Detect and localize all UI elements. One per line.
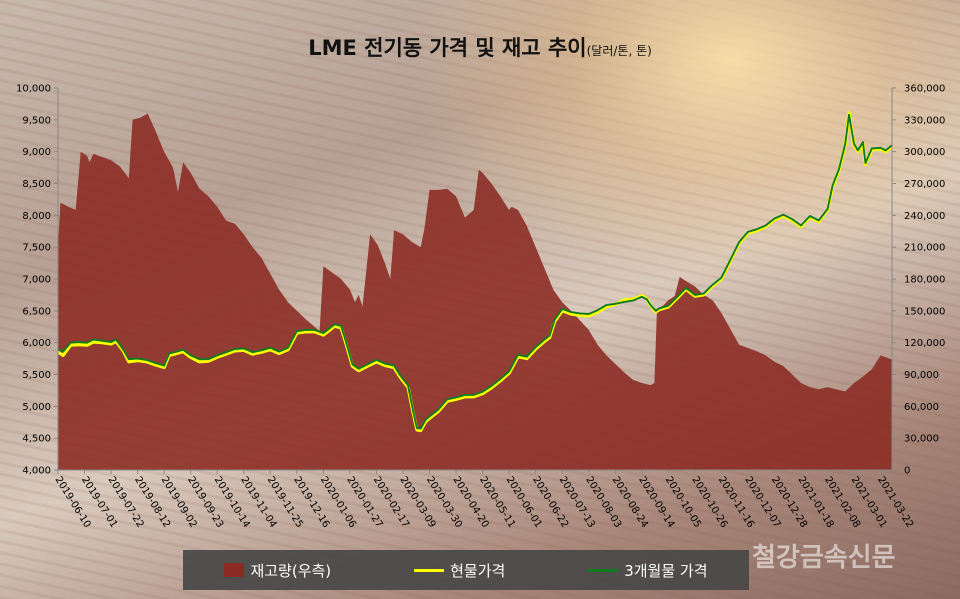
y-right-tick-label: 210,000 — [904, 243, 945, 254]
y-left-tick-label: 5,500 — [22, 370, 51, 381]
y-left-tick-label: 6,000 — [22, 338, 51, 349]
y-left-tick-label: 9,500 — [22, 115, 51, 126]
inventory-area-layer — [58, 113, 892, 470]
y-left-tick-label: 7,500 — [22, 243, 51, 254]
legend-label-inventory: 재고량(우측) — [250, 561, 332, 580]
chart-title: LME 전기동 가격 및 재고 추이(달러/톤, 톤) — [0, 32, 960, 62]
legend-swatch-spot — [414, 568, 445, 572]
y-left-tick-label: 8,000 — [22, 211, 51, 222]
y-left-tick-label: 4,000 — [22, 466, 51, 477]
legend-item-spot: 현물가격 — [414, 560, 505, 581]
y-left-tick-label: 10,000 — [16, 84, 51, 95]
legend-label-spot: 현물가격 — [450, 561, 506, 580]
y-right-tick-label: 150,000 — [904, 306, 945, 317]
y-right-tick-label: 240,000 — [904, 211, 945, 222]
y-left-tick-label: 4,500 — [22, 434, 51, 445]
y-left-tick-label: 8,500 — [22, 179, 51, 190]
legend-swatch-3month — [588, 568, 619, 572]
legend: 재고량(우측) 현물가격 3개월물 가격 — [183, 550, 749, 590]
y-right-tick-label: 120,000 — [904, 338, 945, 349]
y-right-tick-label: 0 — [904, 466, 910, 477]
y-right-tick-label: 300,000 — [904, 147, 945, 158]
y-right-tick-label: 30,000 — [904, 434, 939, 445]
watermark-logo: 철강금속신문 — [752, 543, 896, 573]
legend-item-3month: 3개월물 가격 — [588, 560, 708, 581]
chart-title-unit: (달러/톤, 톤) — [586, 44, 652, 58]
y-right-tick-label: 60,000 — [904, 402, 939, 413]
y-left-tick-label: 9,000 — [22, 147, 51, 158]
series-line-3month — [57, 113, 893, 430]
legend-swatch-inventory — [224, 563, 245, 577]
y-left-tick-label: 5,000 — [22, 402, 51, 413]
chart-title-main: LME 전기동 가격 및 재고 추이 — [308, 36, 587, 60]
y-right-tick-label: 360,000 — [904, 84, 945, 95]
y-left-tick-label: 7,000 — [22, 275, 51, 286]
y-right-tick-label: 330,000 — [904, 115, 945, 126]
legend-label-3month: 3개월물 가격 — [624, 561, 708, 580]
y-right-tick-label: 90,000 — [904, 370, 939, 381]
price-lines-layer — [57, 111, 894, 433]
series-line-spot — [57, 111, 894, 433]
legend-item-inventory: 재고량(우측) — [224, 560, 331, 581]
y-right-tick-label: 270,000 — [904, 179, 945, 190]
y-left-tick-label: 6,500 — [22, 306, 51, 317]
series-area-inventory — [58, 113, 892, 470]
y-right-tick-label: 180,000 — [904, 275, 945, 286]
